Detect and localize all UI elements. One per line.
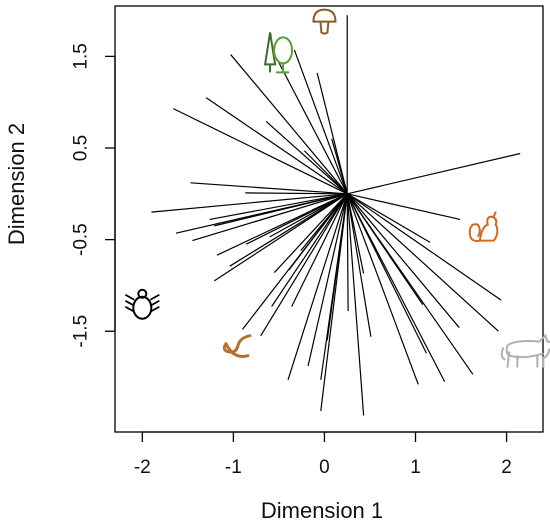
ray-3 [230,54,348,195]
ray-26 [229,193,348,267]
plot-frame [114,5,544,433]
ray-46 [320,193,348,380]
ray-37 [346,193,499,332]
ray-49 [320,193,348,412]
ray-28 [213,193,348,282]
ray-24 [216,193,348,256]
squirrel-icon [468,211,499,242]
ray-7 [173,108,348,195]
ray-2 [293,49,348,195]
y-tick-label: -1.5 [71,315,92,348]
x-tick-label: -1 [225,457,242,478]
ray-15 [151,193,348,213]
ray-43 [307,193,348,367]
mushroom-icon [312,8,337,35]
taxon-icons [124,8,550,368]
trees-icon [263,32,294,74]
ray-34 [271,193,348,307]
ray-19 [214,193,348,227]
ray-50 [346,193,365,416]
ray-17 [347,193,461,221]
ray-38 [242,193,348,330]
ray-36 [346,193,349,312]
ray-9 [331,138,348,194]
ray-45 [287,193,348,380]
ray-23 [346,193,431,243]
y-tick-label: 1.5 [71,43,92,69]
ray-5 [316,72,348,194]
x-tick-label: 0 [319,457,330,478]
x-tick-label: 1 [410,457,421,478]
ray-20 [269,193,348,238]
ray-41 [346,193,372,337]
ray-27 [273,193,348,274]
ray-6 [205,97,348,195]
x-axis: -2 -1 0 1 2 [134,431,512,478]
y-tick-label: -0.5 [71,223,92,256]
ray-11 [347,152,521,195]
ray-39 [260,193,348,337]
x-axis-label: Dimension 1 [261,498,383,523]
ray-8 [265,120,348,195]
ray-35 [291,193,348,307]
y-tick-label: 0.5 [71,135,92,161]
ray-31 [346,193,502,301]
ray-48 [346,193,419,385]
ray-44 [346,193,474,375]
ray-47 [346,193,446,382]
ray-33 [346,193,460,328]
biplot-rays [151,15,521,416]
ray-21 [192,193,348,242]
y-axis: -1.5 -0.5 0.5 1.5 [71,43,116,348]
x-tick-label: -2 [134,457,151,478]
wolf-icon [500,333,550,368]
tick-icon [124,288,160,320]
worm-icon [222,334,252,358]
ray-10 [303,150,348,195]
y-axis-label: Dimension 2 [4,123,29,245]
x-tick-label: 2 [501,457,512,478]
ray-13 [245,192,348,195]
ray-16 [209,193,348,221]
ray-12 [190,182,348,195]
ray-4 [276,58,348,195]
